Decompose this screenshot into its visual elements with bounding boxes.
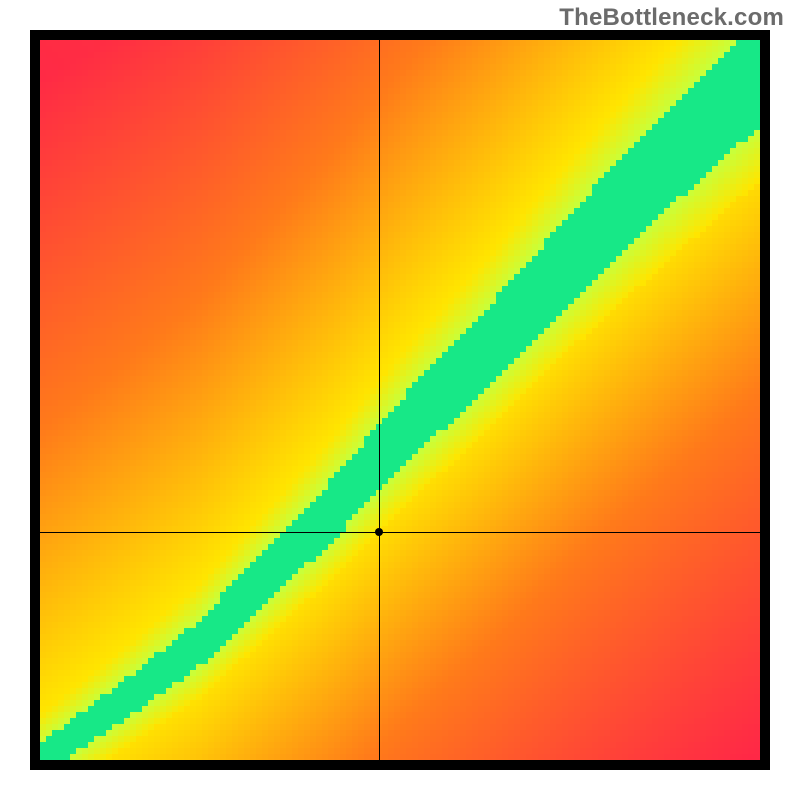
chart-container: TheBottleneck.com [0, 0, 800, 800]
crosshair-marker [375, 528, 383, 536]
crosshair-horizontal [40, 532, 760, 533]
crosshair-vertical [379, 40, 380, 760]
plot-frame [30, 30, 770, 770]
watermark-text: TheBottleneck.com [559, 4, 784, 32]
heatmap-canvas [40, 40, 760, 760]
